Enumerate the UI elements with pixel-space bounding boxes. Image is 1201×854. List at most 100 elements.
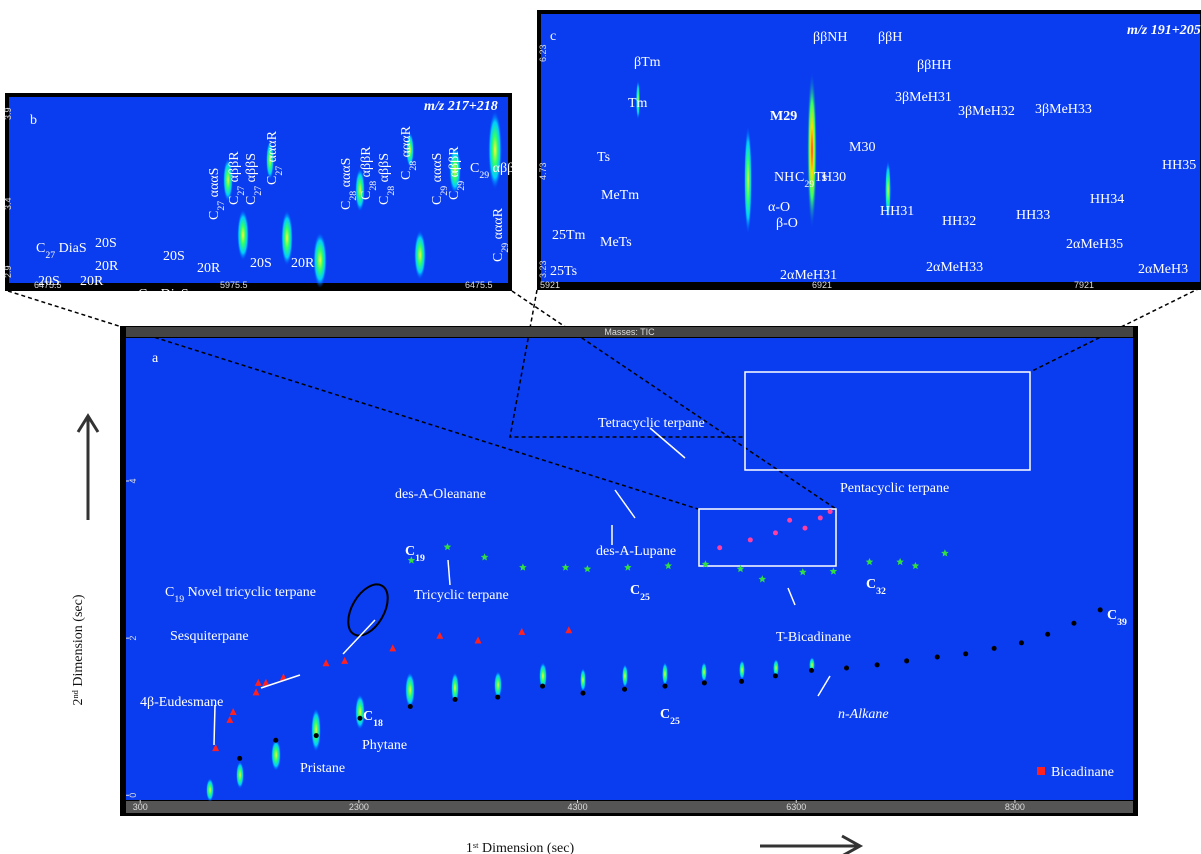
peak-label: HH31 xyxy=(880,204,914,219)
peak xyxy=(701,662,707,682)
peak-label: HH33 xyxy=(1016,208,1050,223)
peak-label: MeTm xyxy=(601,188,639,203)
peak-label: 2αMeH33 xyxy=(926,260,983,275)
point xyxy=(748,537,753,542)
peak-label: HH35 xyxy=(1162,158,1196,173)
x-tick-label: 8300 xyxy=(1005,802,1025,812)
annotation: des-A-Oleanane xyxy=(395,487,486,502)
x-tick-label: 6300 xyxy=(786,802,806,812)
point xyxy=(904,658,909,663)
peak xyxy=(662,662,668,686)
peak-label: 20R xyxy=(95,259,119,274)
peak-label: βTm xyxy=(634,55,661,70)
annotation: 4β-Eudesmane xyxy=(140,695,223,710)
y-axis-title: 2nd Dimension (sec) xyxy=(71,594,87,705)
peak-label: 25Tm xyxy=(552,228,586,243)
point xyxy=(663,684,668,689)
annotation: des-A-Lupane xyxy=(596,544,676,559)
x-tick-label: 6475.5 xyxy=(465,280,493,290)
point xyxy=(802,526,807,531)
y-tick-label: 4.73 xyxy=(538,162,548,180)
annotation: Pristane xyxy=(300,761,345,776)
arrow xyxy=(214,705,215,745)
panel-label: b xyxy=(30,113,37,128)
peak-label: 20S xyxy=(38,274,60,289)
y-tick-label: 4 xyxy=(128,478,138,483)
peak-label: 2αMeH3 xyxy=(1138,262,1188,277)
peak-label: α-O xyxy=(768,200,790,215)
annotation: T-Bicadinane xyxy=(776,630,851,645)
point xyxy=(453,697,458,702)
y-tick-label: 0 xyxy=(128,793,138,798)
annotation: Tricyclic terpane xyxy=(414,588,509,603)
point xyxy=(540,684,545,689)
peak xyxy=(807,70,817,230)
x-tick-label: 5921 xyxy=(540,280,560,290)
peak-label: M30 xyxy=(849,140,875,155)
panel-label: a xyxy=(152,351,159,366)
peak-label: 2αMeH30 xyxy=(710,291,767,306)
peak-label: C28 DiaS xyxy=(138,287,189,307)
peak-label: β-O xyxy=(776,216,798,231)
y-tick-label: 3.4 xyxy=(3,197,13,210)
peak xyxy=(405,672,415,708)
point xyxy=(495,695,500,700)
point xyxy=(818,515,823,520)
mass-label: m/z 217+218 xyxy=(424,99,498,114)
point xyxy=(357,716,362,721)
annotation: Pentacyclic terpane xyxy=(840,481,949,496)
point xyxy=(1045,632,1050,637)
point xyxy=(875,662,880,667)
peak xyxy=(414,230,426,280)
peak-label: C29 DiaS xyxy=(243,290,294,310)
y-tick-label: 3.9 xyxy=(3,107,13,120)
peak-label: 20R xyxy=(197,261,221,276)
peak-label: HH34 xyxy=(1090,192,1124,207)
panel-header: Masses: TIC xyxy=(604,327,655,337)
legend-swatch xyxy=(1037,767,1045,775)
peak xyxy=(236,761,244,789)
annotation: Phytane xyxy=(362,738,407,753)
point xyxy=(1098,607,1103,612)
peak-label: 2αMeH34 xyxy=(1000,292,1057,307)
peak-label: 25Ts xyxy=(550,264,577,279)
point xyxy=(273,738,278,743)
point xyxy=(622,687,627,692)
peak xyxy=(311,708,321,752)
peak-label: ββNH xyxy=(813,30,847,45)
point xyxy=(408,704,413,709)
point xyxy=(809,668,814,673)
x-tick-label: 4300 xyxy=(568,802,588,812)
annotation: Sesquiterpane xyxy=(170,629,249,644)
peak-label: 20S xyxy=(95,236,117,251)
point xyxy=(314,733,319,738)
peak-label: 20R xyxy=(291,256,315,271)
point xyxy=(773,673,778,678)
point xyxy=(787,518,792,523)
point xyxy=(581,691,586,696)
peak-label: NH xyxy=(774,170,794,185)
peak-label: 20R xyxy=(80,274,104,289)
peak xyxy=(580,668,586,692)
point xyxy=(702,680,707,685)
peak-label: 2αMeH35 xyxy=(1066,237,1123,252)
annotation: n-Alkane xyxy=(838,707,889,722)
peak-label: 3βMeH33 xyxy=(1035,102,1092,117)
x-tick-label: 7921 xyxy=(1074,280,1094,290)
peak-label: MeTs xyxy=(600,235,632,250)
y-tick-label: 2 xyxy=(128,636,138,641)
peak-label: 20S xyxy=(250,256,272,271)
peak-label: ββHH xyxy=(917,58,951,73)
point xyxy=(773,530,778,535)
peak-label: Tm xyxy=(628,96,648,111)
mass-label: m/z 191+205 xyxy=(1127,23,1201,38)
peak xyxy=(744,125,752,235)
peak-label: ββH xyxy=(878,30,902,45)
point xyxy=(1071,621,1076,626)
point xyxy=(739,679,744,684)
peak-label: H30 xyxy=(822,170,846,185)
peak xyxy=(237,209,249,261)
peak-label: HH32 xyxy=(942,214,976,229)
point xyxy=(992,646,997,651)
peak xyxy=(313,232,327,288)
